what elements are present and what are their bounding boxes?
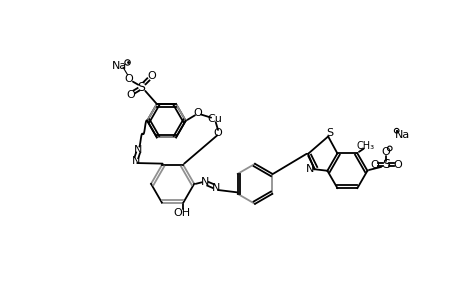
Text: N: N xyxy=(132,156,140,166)
Text: CH₃: CH₃ xyxy=(355,141,373,151)
Text: O: O xyxy=(147,71,156,81)
Text: Cu: Cu xyxy=(207,114,222,124)
Text: O: O xyxy=(213,128,222,138)
Text: O: O xyxy=(193,108,202,118)
Text: OH: OH xyxy=(173,208,190,218)
Text: N: N xyxy=(306,164,314,174)
Text: O: O xyxy=(369,160,378,170)
Text: S: S xyxy=(325,128,332,138)
Text: S: S xyxy=(381,158,389,171)
Text: O: O xyxy=(381,147,389,157)
Text: Na: Na xyxy=(394,130,409,140)
Text: N: N xyxy=(200,177,209,187)
Text: O: O xyxy=(126,90,135,100)
Text: N: N xyxy=(211,184,219,194)
Text: O: O xyxy=(124,74,133,84)
Text: S: S xyxy=(137,81,145,94)
Text: Na: Na xyxy=(112,61,127,70)
Text: O: O xyxy=(392,160,401,170)
Text: N: N xyxy=(134,145,142,155)
